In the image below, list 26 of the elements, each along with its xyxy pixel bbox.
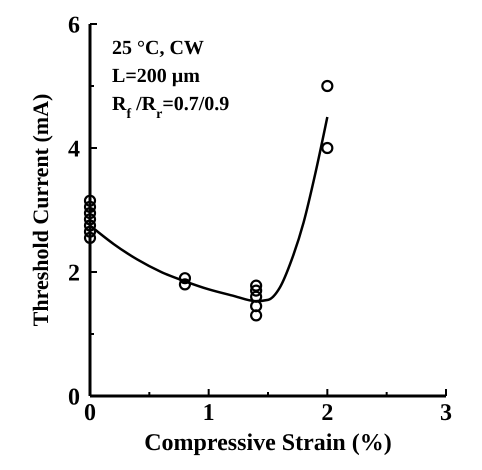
annotation: L=200 µm <box>112 65 200 87</box>
point <box>84 207 96 220</box>
y-axis-title: Threshold Current (mA) <box>28 94 53 326</box>
point <box>250 280 262 292</box>
annotation: 25 °C, CW <box>112 37 204 59</box>
point <box>250 300 262 312</box>
x-axis-title: Compressive Strain (%) <box>144 430 392 456</box>
point <box>250 290 262 303</box>
x-tick-label: 1 <box>202 400 215 426</box>
point <box>250 309 262 322</box>
x-tick-label: 2 <box>321 400 334 426</box>
point <box>84 194 96 207</box>
y-tick-label: 4 <box>68 136 80 162</box>
point <box>84 232 96 244</box>
point <box>250 284 262 297</box>
point <box>321 142 334 154</box>
y-tick-label: 6 <box>68 12 80 38</box>
point <box>178 278 192 290</box>
point <box>84 213 96 226</box>
point <box>178 272 192 284</box>
point <box>84 219 96 232</box>
y-tick-label: 2 <box>68 260 80 286</box>
x-tick-label: 3 <box>440 400 452 426</box>
annotation: R$_{f}$ /R$_{r}$=0.7/0.9 <box>112 93 230 122</box>
point <box>321 80 334 92</box>
x-tick-label: 0 <box>84 400 96 426</box>
